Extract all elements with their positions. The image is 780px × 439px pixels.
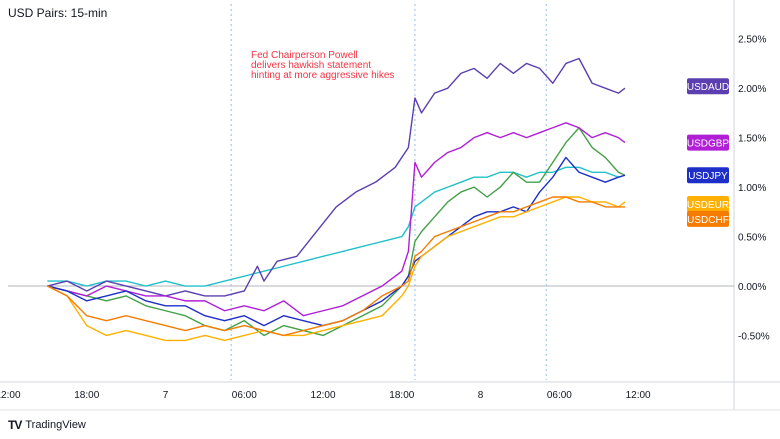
annotation-text: hinting at more aggressive hikes xyxy=(251,70,394,81)
chart-title: USD Pairs: 15-min xyxy=(8,6,108,20)
x-tick-label: 06:00 xyxy=(232,390,257,401)
series-label-text: USDCHF xyxy=(687,215,729,226)
series-line-usdaud xyxy=(47,57,626,297)
x-tick-label: 12:00 xyxy=(626,390,651,401)
series-line-usdchf xyxy=(47,196,625,337)
series-line-unlabeled xyxy=(47,127,626,337)
series-label-text: USDAUD xyxy=(687,82,729,93)
y-tick-label: 1.50% xyxy=(738,134,766,145)
annotation-text: Fed Chairperson Powell xyxy=(251,50,358,61)
y-tick-label: 0.50% xyxy=(738,233,766,244)
series-line-usdeur xyxy=(47,196,626,342)
x-tick-label: 12:00 xyxy=(0,390,21,401)
series-label-usdgbp xyxy=(687,134,729,151)
x-tick-label: 18:00 xyxy=(74,390,99,401)
series-label-text: USDGBP xyxy=(687,139,730,150)
x-tick-label: 12:00 xyxy=(311,390,336,401)
tradingview-logo-icon: TV xyxy=(8,418,22,432)
y-tick-label: 0.00% xyxy=(738,282,766,293)
series-label-usdjpy xyxy=(687,167,729,184)
series-label-usdchf xyxy=(687,210,729,227)
series-line-unlabeled xyxy=(47,166,626,287)
series-line-usdgbp xyxy=(47,122,626,317)
x-tick-label: 06:00 xyxy=(547,390,572,401)
series-label-text: USDJPY xyxy=(688,171,728,182)
x-tick-label: 7 xyxy=(163,390,169,401)
y-tick-label: -0.50% xyxy=(738,331,770,342)
y-tick-label: 2.50% xyxy=(738,35,766,46)
series-label-text: USDEUR xyxy=(687,200,729,211)
annotation-text: delivers hawkish statement xyxy=(251,60,371,71)
series-line-usdjpy xyxy=(47,156,626,327)
y-tick-label: 2.00% xyxy=(738,84,766,95)
brand-name: TradingView xyxy=(25,419,86,431)
footer: TV TradingView xyxy=(8,418,86,432)
y-tick-label: 1.00% xyxy=(738,183,766,194)
x-tick-label: 18:00 xyxy=(389,390,414,401)
series-label-usdaud xyxy=(687,78,729,95)
x-tick-label: 8 xyxy=(478,390,484,401)
series-label-usdeur xyxy=(687,195,729,212)
